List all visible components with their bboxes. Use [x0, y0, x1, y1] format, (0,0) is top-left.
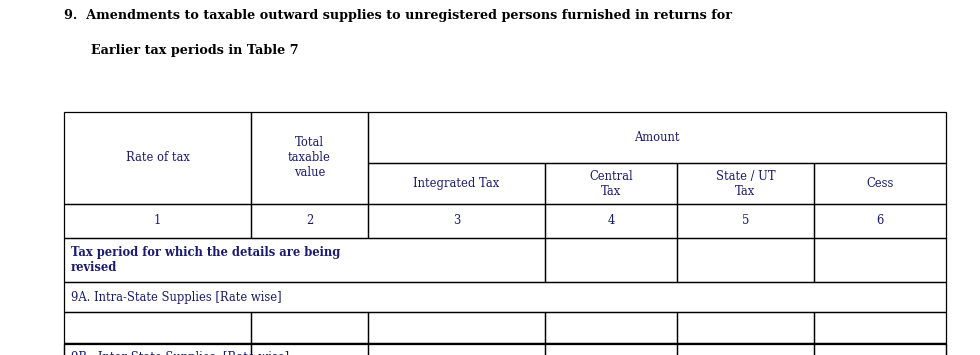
Text: Total
taxable
value: Total taxable value [288, 136, 331, 180]
Text: Central
Tax: Central Tax [589, 170, 633, 198]
Bar [545, 204, 677, 238]
Bar [814, 163, 946, 204]
Text: 6: 6 [876, 214, 883, 228]
Bar [251, 204, 368, 238]
Bar [251, 312, 368, 343]
Text: 9B.  Inter-State Supplies  [Rate wise]: 9B. Inter-State Supplies [Rate wise] [71, 351, 289, 355]
Bar [545, 238, 677, 282]
Text: Integrated Tax: Integrated Tax [414, 177, 500, 190]
Bar [251, 112, 368, 204]
Text: Tax period for which the details are being
revised: Tax period for which the details are bei… [71, 246, 340, 274]
Bar [64, 238, 545, 282]
Bar [545, 312, 677, 343]
Bar [64, 204, 251, 238]
Bar [814, 312, 946, 343]
Bar [677, 344, 814, 355]
Text: Rate of tax: Rate of tax [125, 152, 189, 164]
Bar [368, 112, 946, 163]
Bar [368, 204, 545, 238]
Bar [368, 344, 545, 355]
Bar [64, 282, 946, 312]
Text: 5: 5 [742, 214, 749, 228]
Text: Cess: Cess [866, 177, 894, 190]
Bar [64, 112, 251, 204]
Bar [677, 163, 814, 204]
Text: Amount: Amount [634, 131, 679, 144]
Text: 4: 4 [608, 214, 614, 228]
Bar [64, 344, 251, 355]
Bar [677, 312, 814, 343]
Text: Earlier tax periods in Table 7: Earlier tax periods in Table 7 [64, 44, 298, 58]
Bar [545, 163, 677, 204]
Text: State / UT
Tax: State / UT Tax [715, 170, 775, 198]
Text: 9.  Amendments to taxable outward supplies to unregistered persons furnished in : 9. Amendments to taxable outward supplie… [64, 9, 732, 22]
Bar [368, 312, 545, 343]
Text: 1: 1 [154, 214, 161, 228]
Bar [677, 204, 814, 238]
Bar [545, 344, 677, 355]
Bar [64, 312, 251, 343]
Text: 3: 3 [453, 214, 461, 228]
Text: 2: 2 [306, 214, 314, 228]
Bar [814, 204, 946, 238]
Bar [251, 344, 368, 355]
Bar [814, 344, 946, 355]
Bar [64, 343, 946, 355]
Bar [368, 163, 545, 204]
Text: 9A. Intra-State Supplies [Rate wise]: 9A. Intra-State Supplies [Rate wise] [71, 291, 281, 304]
Bar [814, 238, 946, 282]
Bar [677, 238, 814, 282]
